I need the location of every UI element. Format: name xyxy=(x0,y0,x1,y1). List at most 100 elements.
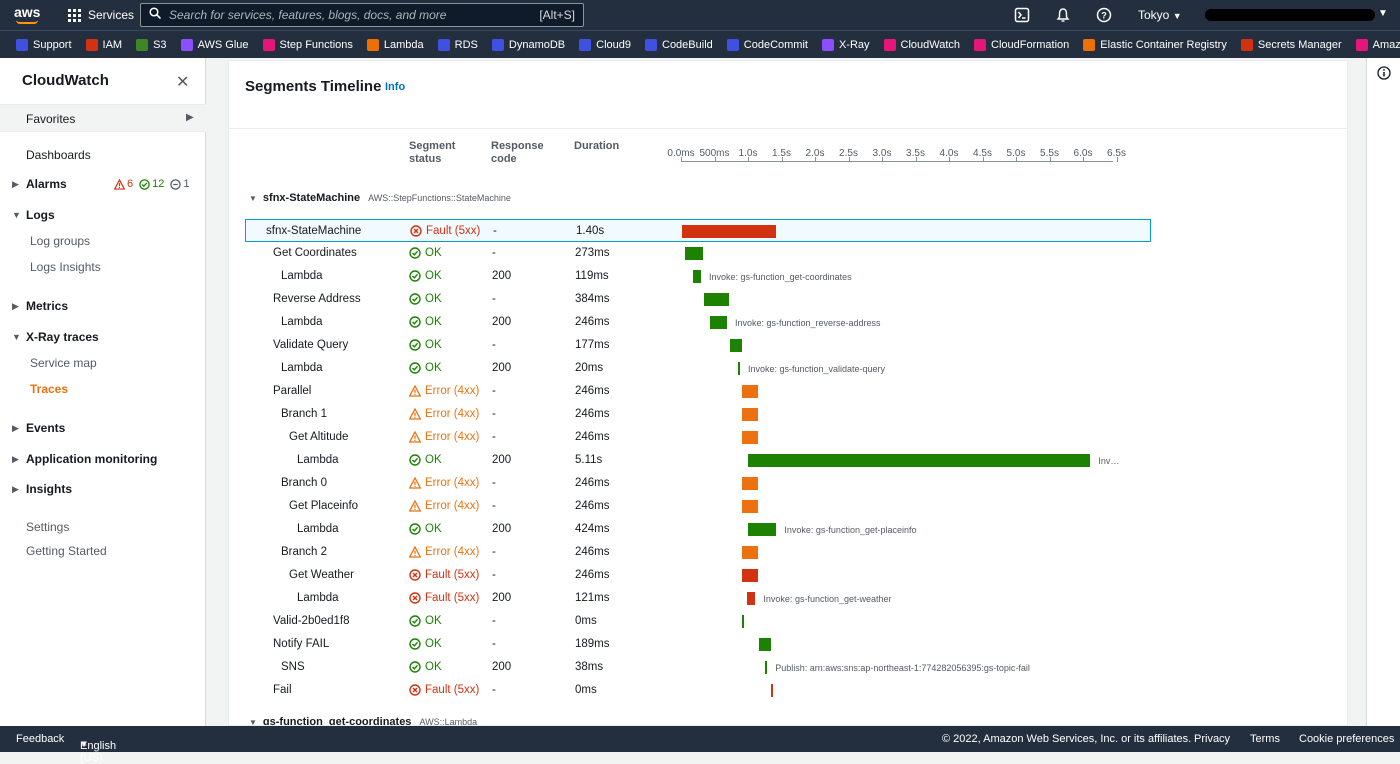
caret-right-icon[interactable]: ▶ xyxy=(12,423,19,433)
close-icon[interactable]: ✕ xyxy=(176,74,190,91)
segment-timeline-bar[interactable] xyxy=(682,225,776,238)
favorite-rds[interactable]: RDS xyxy=(437,38,478,51)
segment-timeline-bar[interactable] xyxy=(685,247,704,260)
feedback-link[interactable]: Feedback xyxy=(16,733,65,745)
sidebar-item-events[interactable]: Events xyxy=(26,421,66,435)
terms-link[interactable]: Terms xyxy=(1250,733,1280,745)
region-selector[interactable]: Tokyo ▼ xyxy=(1138,8,1182,22)
segment-row[interactable]: Get Altitude Error (4xx) - 246ms xyxy=(245,426,1151,449)
account-menu-redacted[interactable] xyxy=(1205,9,1375,21)
segment-timeline-bar[interactable] xyxy=(741,408,759,421)
favorite-elastic-container-registry[interactable]: Elastic Container Registry xyxy=(1083,38,1227,51)
sidebar-item-logs[interactable]: Logs xyxy=(26,208,55,222)
segment-group-header-next[interactable]: ▼ gs-function_get-coordinates AWS::Lambda xyxy=(249,716,477,725)
bell-icon[interactable] xyxy=(1055,7,1071,23)
search-input[interactable] xyxy=(169,6,529,24)
search-box[interactable]: [Alt+S] xyxy=(140,3,584,27)
segment-row[interactable]: sfnx-StateMachine Fault (5xx) - 1.40s xyxy=(245,219,1151,242)
segment-timeline-bar[interactable] xyxy=(771,684,774,697)
segment-timeline-bar[interactable] xyxy=(741,500,759,513)
segment-row[interactable]: Reverse Address OK - 384ms xyxy=(245,288,1151,311)
sidebar-item-service-map[interactable]: Service map xyxy=(30,356,97,370)
sidebar-item-alarms[interactable]: Alarms xyxy=(26,177,67,191)
sidebar-item-insights[interactable]: Insights xyxy=(26,482,73,496)
caret-right-icon[interactable]: ▶ xyxy=(12,484,19,494)
sidebar-item-dashboards[interactable]: Dashboards xyxy=(26,148,91,162)
segment-row[interactable]: Fail Fault (5xx) - 0ms xyxy=(245,679,1151,702)
caret-right-icon[interactable]: ▶ xyxy=(12,179,19,189)
favorite-cloudwatch[interactable]: CloudWatch xyxy=(883,38,960,51)
segment-row[interactable]: Validate Query OK - 177ms xyxy=(245,334,1151,357)
segment-row[interactable]: Parallel Error (4xx) - 246ms xyxy=(245,380,1151,403)
favorite-step-functions[interactable]: Step Functions xyxy=(262,38,353,51)
segment-timeline-bar[interactable] xyxy=(748,523,777,536)
segment-timeline-bar[interactable] xyxy=(764,661,768,674)
caret-down-icon[interactable]: ▼ xyxy=(12,332,21,342)
favorite-iam[interactable]: IAM xyxy=(85,38,122,51)
segment-timeline-bar[interactable] xyxy=(741,431,759,444)
favorite-cloud9[interactable]: Cloud9 xyxy=(579,38,631,51)
segment-timeline-bar[interactable] xyxy=(741,546,759,559)
sidebar-item-log-groups[interactable]: Log groups xyxy=(30,234,91,248)
help-icon[interactable]: ? xyxy=(1096,7,1112,23)
segment-row[interactable]: Lambda OK 200 424ms Invoke: gs-function_get-… xyxy=(245,518,1151,541)
segment-timeline-bar[interactable] xyxy=(729,339,742,352)
segment-timeline-bar[interactable] xyxy=(703,293,730,306)
cloudshell-icon[interactable] xyxy=(1014,7,1030,23)
caret-down-icon[interactable]: ▼ xyxy=(1378,8,1388,19)
caret-down-icon[interactable]: ▼ xyxy=(12,210,21,220)
segment-group-header[interactable]: ▼ sfnx-StateMachine AWS::StepFunctions::St… xyxy=(249,192,511,204)
sidebar-item-traces[interactable]: Traces xyxy=(30,382,69,396)
info-link[interactable]: Info xyxy=(385,81,406,93)
aws-logo[interactable]: aws xyxy=(14,4,41,20)
segment-row[interactable]: Branch 2 Error (4xx) - 246ms xyxy=(245,541,1151,564)
segment-row[interactable]: Valid-2b0ed1f8 OK - 0ms xyxy=(245,610,1151,633)
caret-right-icon[interactable]: ▶ xyxy=(12,301,19,311)
scrollbar[interactable] xyxy=(1350,58,1364,726)
segment-row[interactable]: Branch 0 Error (4xx) - 246ms xyxy=(245,472,1151,495)
sidebar-item-xray-traces[interactable]: X-Ray traces xyxy=(26,330,99,344)
segment-row[interactable]: Lambda OK 200 5.11s Inv… xyxy=(245,449,1151,472)
favorite-codecommit[interactable]: CodeCommit xyxy=(726,38,808,51)
favorite-lambda[interactable]: Lambda xyxy=(366,38,424,51)
segment-timeline-bar[interactable] xyxy=(747,592,756,605)
services-button[interactable]: Services xyxy=(68,8,134,22)
segment-timeline-bar[interactable] xyxy=(737,362,740,375)
segment-timeline-bar[interactable] xyxy=(693,270,702,283)
segment-timeline-bar[interactable] xyxy=(741,615,744,628)
favorite-cloudformation[interactable]: CloudFormation xyxy=(974,38,1069,51)
segment-row[interactable]: Get Placeinfo Error (4xx) - 246ms xyxy=(245,495,1151,518)
segment-timeline-bar[interactable] xyxy=(710,316,727,329)
favorite-support[interactable]: Support xyxy=(16,38,72,51)
favorite-codebuild[interactable]: CodeBuild xyxy=(645,38,713,51)
sidebar-item-metrics[interactable]: Metrics xyxy=(26,299,69,313)
segment-row[interactable]: Get Coordinates OK - 273ms xyxy=(245,242,1151,265)
cookie-preferences-link[interactable]: Cookie preferences xyxy=(1299,733,1395,745)
alarm-state-badge[interactable]: 6 xyxy=(114,178,133,190)
sidebar-item-application-monitoring[interactable]: Application monitoring xyxy=(26,452,158,466)
segment-row[interactable]: Notify FAIL OK - 189ms xyxy=(245,633,1151,656)
insufficient-state-badge[interactable]: 1 xyxy=(170,178,190,190)
sidebar-item-settings[interactable]: Settings xyxy=(26,520,70,534)
sidebar-favorites[interactable]: Favorites ▶ xyxy=(0,104,206,132)
favorite-x-ray[interactable]: X-Ray xyxy=(821,38,870,51)
segment-row[interactable]: Lambda OK 200 119ms Invoke: gs-function_get-… xyxy=(245,265,1151,288)
favorite-s3[interactable]: S3 xyxy=(136,38,167,51)
privacy-link[interactable]: Privacy xyxy=(1194,733,1231,745)
segment-row[interactable]: SNS OK 200 38ms Publish: arn:aws:sns:ap-nort… xyxy=(245,656,1151,679)
caret-right-icon[interactable]: ▶ xyxy=(12,454,19,464)
sidebar-item-getting-started[interactable]: Getting Started xyxy=(26,544,107,558)
sidebar-item-logs-insights[interactable]: Logs Insights xyxy=(30,260,101,274)
segment-row[interactable]: Branch 1 Error (4xx) - 246ms xyxy=(245,403,1151,426)
segment-row[interactable]: Lambda Fault (5xx) 200 121ms Invoke: gs-func… xyxy=(245,587,1151,610)
ok-state-badge[interactable]: 12 xyxy=(139,178,164,190)
segment-timeline-bar[interactable] xyxy=(748,454,1091,467)
segment-row[interactable]: Lambda OK 200 246ms Invoke: gs-function_reve… xyxy=(245,311,1151,334)
segment-row[interactable]: Lambda OK 200 20ms Invoke: gs-function_valid… xyxy=(245,357,1151,380)
favorite-aws-glue[interactable]: AWS Glue xyxy=(180,38,249,51)
segment-timeline-bar[interactable] xyxy=(758,638,772,651)
info-icon[interactable] xyxy=(1377,66,1391,80)
favorite-dynamodb[interactable]: DynamoDB xyxy=(491,38,565,51)
favorite-amazon-eventbr[interactable]: Amazon EventBr xyxy=(1355,38,1400,51)
segment-timeline-bar[interactable] xyxy=(741,569,759,582)
